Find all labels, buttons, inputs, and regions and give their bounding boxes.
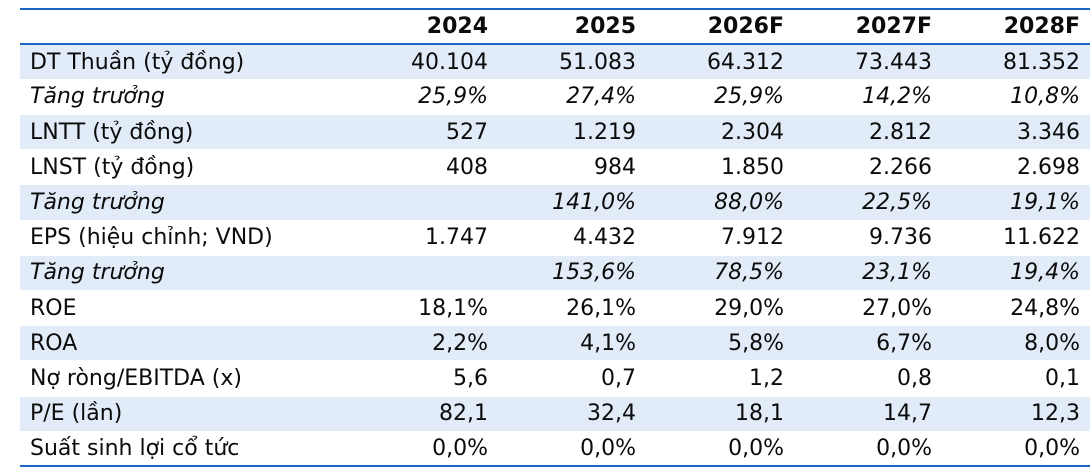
row-label: Tăng trưởng bbox=[20, 79, 350, 116]
row-label: LNST (tỷ đồng) bbox=[20, 149, 350, 186]
header-2024: 2024 bbox=[350, 7, 498, 46]
row-revenue-growth: Tăng trưởng 25,9% 27,4% 25,9% 14,2% 10,8… bbox=[20, 79, 1090, 116]
cell-value: 22,5% bbox=[794, 184, 942, 221]
row-label: Nợ ròng/EBITDA (x) bbox=[20, 360, 350, 397]
cell-value: 64.312 bbox=[646, 44, 794, 80]
cell-value: 19,1% bbox=[942, 184, 1090, 221]
row-net-profit-growth: Tăng trưởng 141,0% 88,0% 22,5% 19,1% bbox=[20, 184, 1090, 221]
header-row: 2024 2025 2026F 2027F 2028F bbox=[20, 7, 1090, 46]
row-roe: ROE 18,1% 26,1% 29,0% 27,0% 24,8% bbox=[20, 290, 1090, 327]
cell-value: 0,8 bbox=[794, 360, 942, 397]
cell-value: 153,6% bbox=[498, 255, 646, 292]
row-label: EPS (hiệu chỉnh; VND) bbox=[20, 220, 350, 256]
cell-value: 1,2 bbox=[646, 360, 794, 397]
cell-value: 25,9% bbox=[646, 79, 794, 116]
row-label: ROE bbox=[20, 290, 350, 327]
cell-value: 141,0% bbox=[498, 184, 646, 221]
row-label: ROA bbox=[20, 325, 350, 362]
row-label: LNTT (tỷ đồng) bbox=[20, 114, 350, 151]
cell-value: 7.912 bbox=[646, 220, 794, 256]
cell-value: 11.622 bbox=[942, 220, 1090, 256]
cell-value: 0,0% bbox=[646, 431, 794, 468]
cell-value: 14,7 bbox=[794, 396, 942, 432]
cell-value: 3.346 bbox=[942, 114, 1090, 151]
financial-table: 2024 2025 2026F 2027F 2028F DT Thuần (tỷ… bbox=[20, 7, 1090, 468]
header-label bbox=[20, 7, 350, 46]
cell-value: 18,1 bbox=[646, 396, 794, 432]
row-pretax-profit: LNTT (tỷ đồng) 527 1.219 2.304 2.812 3.3… bbox=[20, 114, 1090, 151]
cell-value: 5,8% bbox=[646, 325, 794, 362]
header-2026f: 2026F bbox=[646, 7, 794, 46]
cell-value: 0,7 bbox=[498, 360, 646, 397]
row-net-debt-ebitda: Nợ ròng/EBITDA (x) 5,6 0,7 1,2 0,8 0,1 bbox=[20, 360, 1090, 397]
cell-value: 2.266 bbox=[794, 149, 942, 186]
cell-value: 9.736 bbox=[794, 220, 942, 256]
cell-value: 27,0% bbox=[794, 290, 942, 327]
row-roa: ROA 2,2% 4,1% 5,8% 6,7% 8,0% bbox=[20, 325, 1090, 362]
cell-value: 82,1 bbox=[350, 396, 498, 432]
cell-value bbox=[350, 184, 498, 221]
cell-value: 0,0% bbox=[942, 431, 1090, 468]
cell-value: 18,1% bbox=[350, 290, 498, 327]
cell-value: 4,1% bbox=[498, 325, 646, 362]
row-label: Tăng trưởng bbox=[20, 184, 350, 221]
cell-value: 73.443 bbox=[794, 44, 942, 80]
cell-value: 984 bbox=[498, 149, 646, 186]
cell-value: 0,0% bbox=[794, 431, 942, 468]
row-eps-growth: Tăng trưởng 153,6% 78,5% 23,1% 19,4% bbox=[20, 255, 1090, 292]
header-2027f: 2027F bbox=[794, 7, 942, 46]
cell-value: 26,1% bbox=[498, 290, 646, 327]
cell-value: 40.104 bbox=[350, 44, 498, 80]
header-2025: 2025 bbox=[498, 7, 646, 46]
row-pe: P/E (lần) 82,1 32,4 18,1 14,7 12,3 bbox=[20, 396, 1090, 432]
row-dividend-yield: Suất sinh lợi cổ tức 0,0% 0,0% 0,0% 0,0%… bbox=[20, 431, 1090, 468]
cell-value: 19,4% bbox=[942, 255, 1090, 292]
cell-value: 88,0% bbox=[646, 184, 794, 221]
cell-value: 408 bbox=[350, 149, 498, 186]
cell-value: 2.698 bbox=[942, 149, 1090, 186]
cell-value: 1.219 bbox=[498, 114, 646, 151]
cell-value: 0,0% bbox=[498, 431, 646, 468]
row-label: DT Thuần (tỷ đồng) bbox=[20, 44, 350, 80]
cell-value: 5,6 bbox=[350, 360, 498, 397]
cell-value: 81.352 bbox=[942, 44, 1090, 80]
header-2028f: 2028F bbox=[942, 7, 1090, 46]
cell-value: 32,4 bbox=[498, 396, 646, 432]
cell-value: 51.083 bbox=[498, 44, 646, 80]
cell-value: 24,8% bbox=[942, 290, 1090, 327]
cell-value: 4.432 bbox=[498, 220, 646, 256]
cell-value: 27,4% bbox=[498, 79, 646, 116]
cell-value: 8,0% bbox=[942, 325, 1090, 362]
cell-value: 2,2% bbox=[350, 325, 498, 362]
cell-value bbox=[350, 255, 498, 292]
cell-value: 6,7% bbox=[794, 325, 942, 362]
cell-value: 2.812 bbox=[794, 114, 942, 151]
cell-value: 78,5% bbox=[646, 255, 794, 292]
cell-value: 29,0% bbox=[646, 290, 794, 327]
cell-value: 1.850 bbox=[646, 149, 794, 186]
row-net-profit: LNST (tỷ đồng) 408 984 1.850 2.266 2.698 bbox=[20, 149, 1090, 186]
cell-value: 1.747 bbox=[350, 220, 498, 256]
row-eps: EPS (hiệu chỉnh; VND) 1.747 4.432 7.912 … bbox=[20, 220, 1090, 256]
cell-value: 0,0% bbox=[350, 431, 498, 468]
cell-value: 12,3 bbox=[942, 396, 1090, 432]
cell-value: 0,1 bbox=[942, 360, 1090, 397]
row-label: Tăng trưởng bbox=[20, 255, 350, 292]
row-label: P/E (lần) bbox=[20, 396, 350, 432]
row-revenue: DT Thuần (tỷ đồng) 40.104 51.083 64.312 … bbox=[20, 44, 1090, 80]
cell-value: 2.304 bbox=[646, 114, 794, 151]
cell-value: 25,9% bbox=[350, 79, 498, 116]
cell-value: 527 bbox=[350, 114, 498, 151]
cell-value: 14,2% bbox=[794, 79, 942, 116]
cell-value: 10,8% bbox=[942, 79, 1090, 116]
row-label: Suất sinh lợi cổ tức bbox=[20, 431, 350, 468]
cell-value: 23,1% bbox=[794, 255, 942, 292]
